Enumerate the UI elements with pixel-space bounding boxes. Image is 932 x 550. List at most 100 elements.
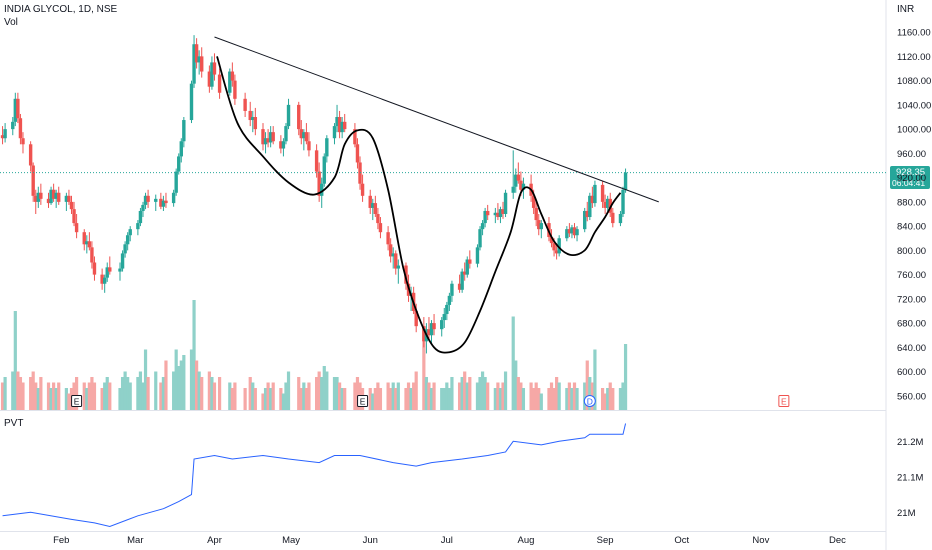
candle-body [519, 180, 523, 190]
candle-body [460, 271, 464, 290]
candle-body [442, 314, 446, 321]
volume-bar [409, 388, 413, 410]
y-tick-label: 920.00 [897, 173, 926, 184]
candle-body [161, 200, 166, 207]
candle-body [118, 268, 122, 272]
candle-body [182, 120, 186, 142]
candle-body [554, 250, 559, 254]
y-tick-label: 1120.00 [897, 52, 931, 63]
volume-bar [217, 377, 222, 410]
candle-body [243, 98, 247, 111]
volume-bar [143, 349, 148, 410]
volume-bar [174, 349, 178, 410]
candle-body [549, 237, 554, 244]
volume-bar [442, 388, 446, 410]
y-tick-label: 600.00 [897, 367, 926, 378]
candle-body [342, 121, 347, 130]
volume-bar [414, 371, 418, 410]
candle-body [314, 150, 319, 172]
volume-bar [534, 382, 538, 410]
volume-bar [172, 371, 176, 410]
volume-bar [465, 382, 469, 410]
x-tick-label: Sep [597, 535, 614, 546]
volume-bar [74, 377, 79, 410]
candle-body [483, 210, 487, 224]
candle-body [286, 104, 291, 127]
candle-body [552, 243, 556, 251]
volume-bar [549, 382, 554, 410]
candle-body [28, 144, 33, 166]
candle-body [67, 195, 71, 202]
candle-body [297, 104, 301, 130]
volume-bar [141, 382, 145, 410]
volume-bar [57, 382, 61, 410]
volume-bar [519, 382, 523, 410]
y-tick-label: 760.00 [897, 270, 926, 281]
x-tick-label: Mar [127, 535, 143, 546]
y-tick-label: 1040.00 [897, 100, 931, 111]
candle-body [64, 195, 69, 202]
y-tick-label: 560.00 [897, 391, 926, 402]
volume-bar [325, 371, 329, 410]
candle-body [268, 132, 273, 143]
volume-bar [498, 388, 503, 410]
volume-bar [514, 360, 518, 410]
volume-label: Vol [4, 17, 18, 28]
y-tick-label: 1000.00 [897, 125, 931, 136]
volume-bar [286, 371, 291, 410]
candle-body [261, 129, 265, 145]
candle-body [414, 311, 418, 327]
pvt-y-tick-label: 21.2M [897, 437, 923, 448]
candle-body [46, 198, 51, 204]
candle-body [480, 223, 485, 230]
candle-body [531, 195, 536, 208]
volume-bar [445, 382, 449, 410]
candle-body [108, 267, 112, 272]
x-tick-label: Apr [207, 535, 222, 546]
x-tick-label: Oct [674, 535, 689, 546]
x-tick-label: Nov [752, 535, 769, 546]
candle-body [396, 265, 401, 269]
x-tick-label: Jun [363, 535, 378, 546]
candle-body [138, 210, 143, 224]
candle-body [320, 183, 324, 196]
y-tick-label: 1160.00 [897, 28, 931, 39]
candle-body [478, 229, 482, 248]
candle-body [570, 227, 574, 234]
candle-body [159, 198, 163, 207]
candle-body [92, 262, 97, 275]
candle-body [590, 195, 595, 204]
volume-bar [251, 382, 255, 410]
event-marker-label: E [360, 396, 366, 406]
candle-body [105, 267, 109, 278]
volume-bar [478, 377, 482, 410]
dividend-marker [583, 395, 596, 407]
candle-body [621, 189, 625, 214]
candle-body [212, 62, 217, 75]
candle-body [279, 141, 283, 149]
earnings-marker [357, 395, 369, 407]
volume-bar [161, 377, 166, 410]
trendline [214, 36, 659, 203]
candle-body [475, 247, 480, 264]
volume-bar [429, 388, 434, 410]
volume-bar [195, 360, 199, 410]
volume-bar [233, 382, 237, 410]
volume-bar [486, 382, 490, 410]
candle-body [179, 141, 183, 157]
volume-bar [18, 377, 23, 410]
volume-bar [207, 371, 211, 410]
candle-body [174, 171, 178, 193]
candle-body [373, 203, 378, 214]
volume-bar [521, 388, 526, 410]
candle-body [516, 174, 521, 181]
volume-bar [404, 388, 408, 410]
volume-bar [284, 382, 288, 410]
volume-bar [378, 388, 383, 410]
volume-bar [565, 388, 569, 410]
candle-body [31, 165, 35, 196]
x-tick-label: Aug [518, 535, 535, 546]
volume-bar [394, 388, 398, 410]
candle-body [192, 44, 196, 84]
